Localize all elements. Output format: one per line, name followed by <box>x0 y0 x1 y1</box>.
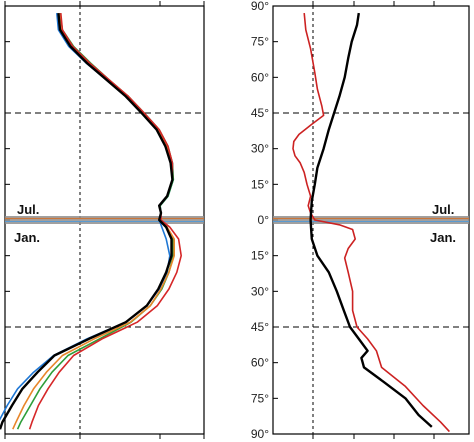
right-tick-label: 90° <box>251 427 269 441</box>
left-panel: Jul. Jan. <box>0 1 205 439</box>
right-tick-label: 45° <box>251 106 269 120</box>
right-reference-lines <box>273 6 469 434</box>
left-jan-label: Jan. <box>14 230 40 245</box>
right-tick-label: 15° <box>251 249 269 263</box>
left-series-line <box>28 13 182 430</box>
right-tick-label: 45° <box>251 320 269 334</box>
right-tick-label: 15° <box>251 177 269 191</box>
right-tick-label: 0° <box>258 213 270 227</box>
right-equator-band <box>273 216 469 224</box>
right-tick-label: 75° <box>251 35 269 49</box>
right-jul-label: Jul. <box>432 202 454 217</box>
right-tick-label: 60° <box>251 356 269 370</box>
right-tick-label: 30° <box>251 284 269 298</box>
right-band-fill <box>273 216 469 224</box>
right-panel: 90° 75° 60° 45° 30° 15° 0° 15° 30° 45° 60° 75° 90° J… <box>251 0 470 441</box>
left-series-group <box>0 12 182 430</box>
left-equator-band <box>5 216 204 224</box>
right-series-group <box>292 12 450 433</box>
left-band-fill <box>5 216 204 224</box>
left-series-line <box>0 12 174 430</box>
left-jul-label: Jul. <box>17 202 39 217</box>
right-tick-labels: 90° 75° 60° 45° 30° 15° 0° 15° 30° 45° 60° 75° 90° <box>251 0 269 441</box>
right-tick-label: 90° <box>251 0 269 13</box>
right-series-line <box>309 12 433 428</box>
right-tick-label: 75° <box>251 391 269 405</box>
right-tick-label: 60° <box>251 70 269 84</box>
right-tick-label: 30° <box>251 142 269 156</box>
left-reference-lines <box>5 6 204 434</box>
right-jan-label: Jan. <box>430 230 456 245</box>
